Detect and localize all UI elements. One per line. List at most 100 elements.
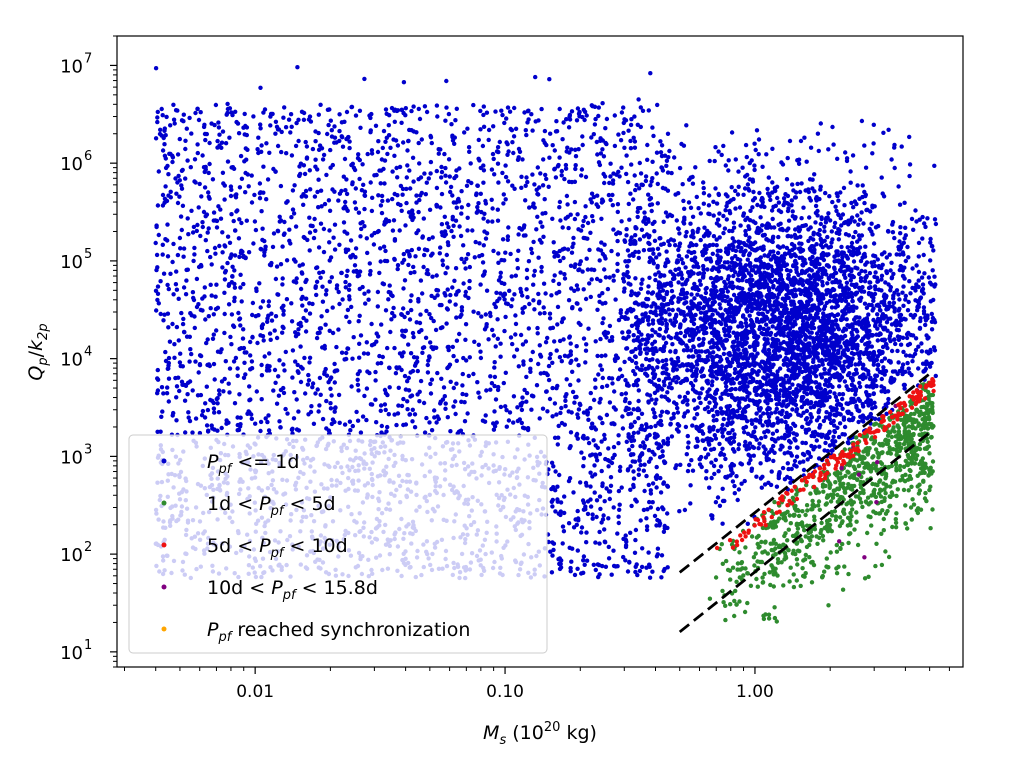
scatter-point-blue [328, 406, 334, 411]
scatter-point-blue [854, 403, 859, 409]
scatter-point-blue [611, 278, 616, 283]
scatter-point-blue [408, 270, 413, 276]
scatter-point-blue [290, 207, 296, 212]
scatter-point-blue [618, 138, 624, 143]
scatter-point-blue [633, 233, 638, 238]
scatter-point-blue [602, 254, 607, 259]
scatter-point-blue [332, 361, 337, 367]
scatter-point-blue [280, 282, 285, 287]
scatter-point-blue [665, 511, 670, 516]
scatter-point-blue [220, 129, 226, 134]
scatter-point-blue [281, 312, 286, 317]
scatter-point-blue [659, 409, 665, 414]
scatter-point-blue [249, 412, 254, 417]
scatter-point-blue [343, 249, 349, 255]
scatter-point-blue [211, 361, 217, 367]
scatter-point-blue [230, 274, 235, 279]
scatter-point-blue [298, 379, 304, 385]
scatter-point-blue [364, 417, 369, 423]
scatter-point-blue [392, 412, 397, 417]
scatter-point-blue [229, 110, 234, 115]
scatter-point-blue [507, 410, 513, 415]
scatter-point-blue [210, 426, 215, 431]
scatter-point-blue [223, 359, 228, 364]
scatter-point-blue [172, 342, 177, 347]
scatter-point-blue [318, 275, 323, 280]
scatter-point-blue [186, 232, 191, 237]
scatter-point-blue [201, 124, 207, 130]
scatter-point-blue [606, 556, 612, 561]
scatter-point-blue [529, 407, 534, 412]
scatter-point-blue [632, 114, 637, 119]
scatter-point-blue [319, 314, 324, 319]
scatter-point-blue [595, 445, 600, 450]
scatter-point-blue [585, 412, 590, 417]
scatter-point-blue [561, 337, 566, 342]
scatter-point-blue [602, 436, 607, 442]
scatter-point-blue [567, 445, 572, 451]
scatter-point-blue [622, 145, 627, 150]
scatter-point-blue [174, 287, 180, 292]
scatter-point-blue [366, 289, 371, 294]
scatter-point-blue [608, 161, 613, 166]
scatter-point-blue [567, 179, 572, 184]
scatter-point-blue [181, 246, 187, 251]
scatter-point-blue [159, 414, 164, 419]
scatter-point-blue [571, 525, 577, 530]
scatter-point-blue [466, 373, 471, 379]
scatter-point-blue [429, 428, 435, 433]
scatter-point-blue [208, 306, 213, 311]
scatter-point-blue [304, 296, 309, 301]
scatter-point-blue [539, 106, 544, 112]
scatter-point-blue [373, 123, 379, 128]
scatter-point-blue [478, 191, 483, 196]
scatter-point-blue [560, 524, 566, 529]
scatter-point-blue [547, 316, 553, 321]
scatter-point-blue [448, 184, 454, 190]
scatter-point-blue [491, 333, 496, 338]
scatter-point-blue [609, 572, 614, 577]
scatter-point-blue [929, 360, 934, 366]
scatter-point-blue [557, 155, 562, 160]
scatter-point-blue [247, 384, 252, 389]
scatter-point-blue [565, 202, 570, 207]
scatter-point-blue [869, 221, 874, 226]
scatter-point-blue [273, 169, 278, 174]
scatter-point-blue [379, 423, 384, 429]
scatter-point-blue [155, 115, 160, 120]
scatter-point-blue [363, 301, 368, 306]
scatter-point-blue [472, 255, 477, 260]
scatter-point-blue [375, 361, 380, 366]
scatter-point-blue [439, 376, 444, 381]
scatter-point-blue [466, 202, 471, 208]
scatter-point-blue [774, 484, 780, 489]
scatter-point-blue [336, 289, 341, 295]
scatter-point-blue [559, 168, 564, 174]
scatter-point-blue [524, 132, 529, 138]
scatter-point-blue [607, 275, 612, 280]
scatter-point-blue [255, 340, 260, 346]
scatter-point-blue [619, 219, 624, 224]
scatter-point-blue [307, 248, 312, 253]
scatter-point-blue [629, 503, 634, 509]
scatter-point-blue [585, 267, 591, 272]
scatter-point-blue [457, 331, 462, 337]
scatter-point-blue [615, 268, 620, 273]
scatter-point-blue [446, 344, 451, 350]
scatter-point-blue [362, 189, 368, 194]
scatter-point-blue [358, 430, 364, 435]
scatter-point-blue [596, 372, 601, 377]
scatter-point-blue [391, 305, 396, 311]
scatter-point-blue [895, 348, 900, 354]
scatter-point-blue [605, 286, 611, 292]
scatter-point-blue [476, 137, 481, 143]
scatter-point-blue [743, 142, 749, 148]
scatter-point-blue [642, 462, 647, 467]
scatter-point-blue [249, 359, 255, 364]
scatter-point-blue [386, 123, 391, 128]
scatter-point-blue [174, 384, 180, 389]
scatter-point-blue [242, 360, 247, 365]
scatter-point-blue [307, 230, 313, 235]
scatter-point-blue [271, 231, 277, 236]
